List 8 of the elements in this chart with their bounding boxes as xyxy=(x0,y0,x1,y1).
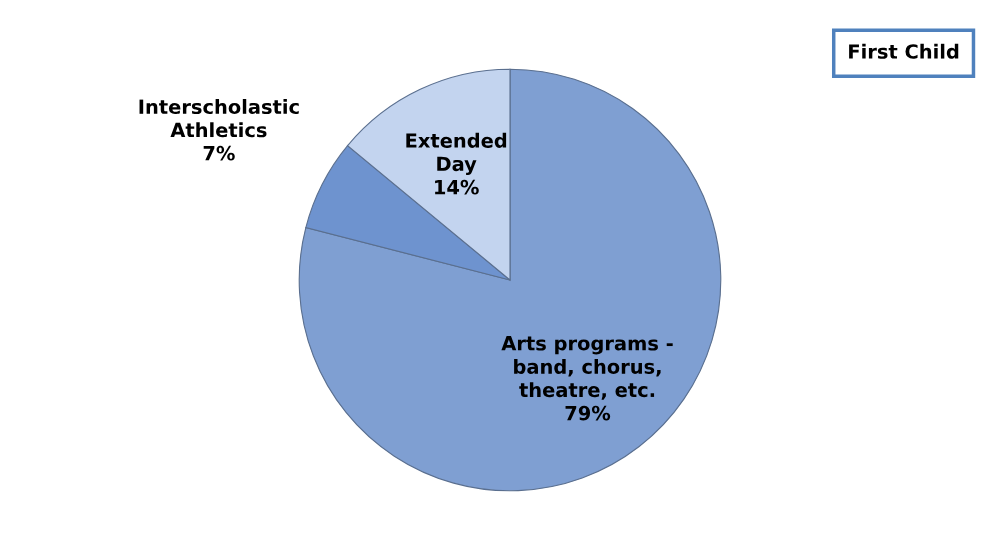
slice-label: Interscholastic Athletics xyxy=(139,99,299,138)
text: First Child xyxy=(849,43,959,59)
pie-slice xyxy=(298,68,722,492)
data-label: 14% xyxy=(435,179,479,195)
slice-label: Extended Day xyxy=(406,132,507,176)
data-label: 79% xyxy=(565,405,611,421)
slice-label: Arts programs - band, chorus, theatre, etc. xyxy=(501,336,673,400)
data-label: 7% xyxy=(203,145,235,161)
